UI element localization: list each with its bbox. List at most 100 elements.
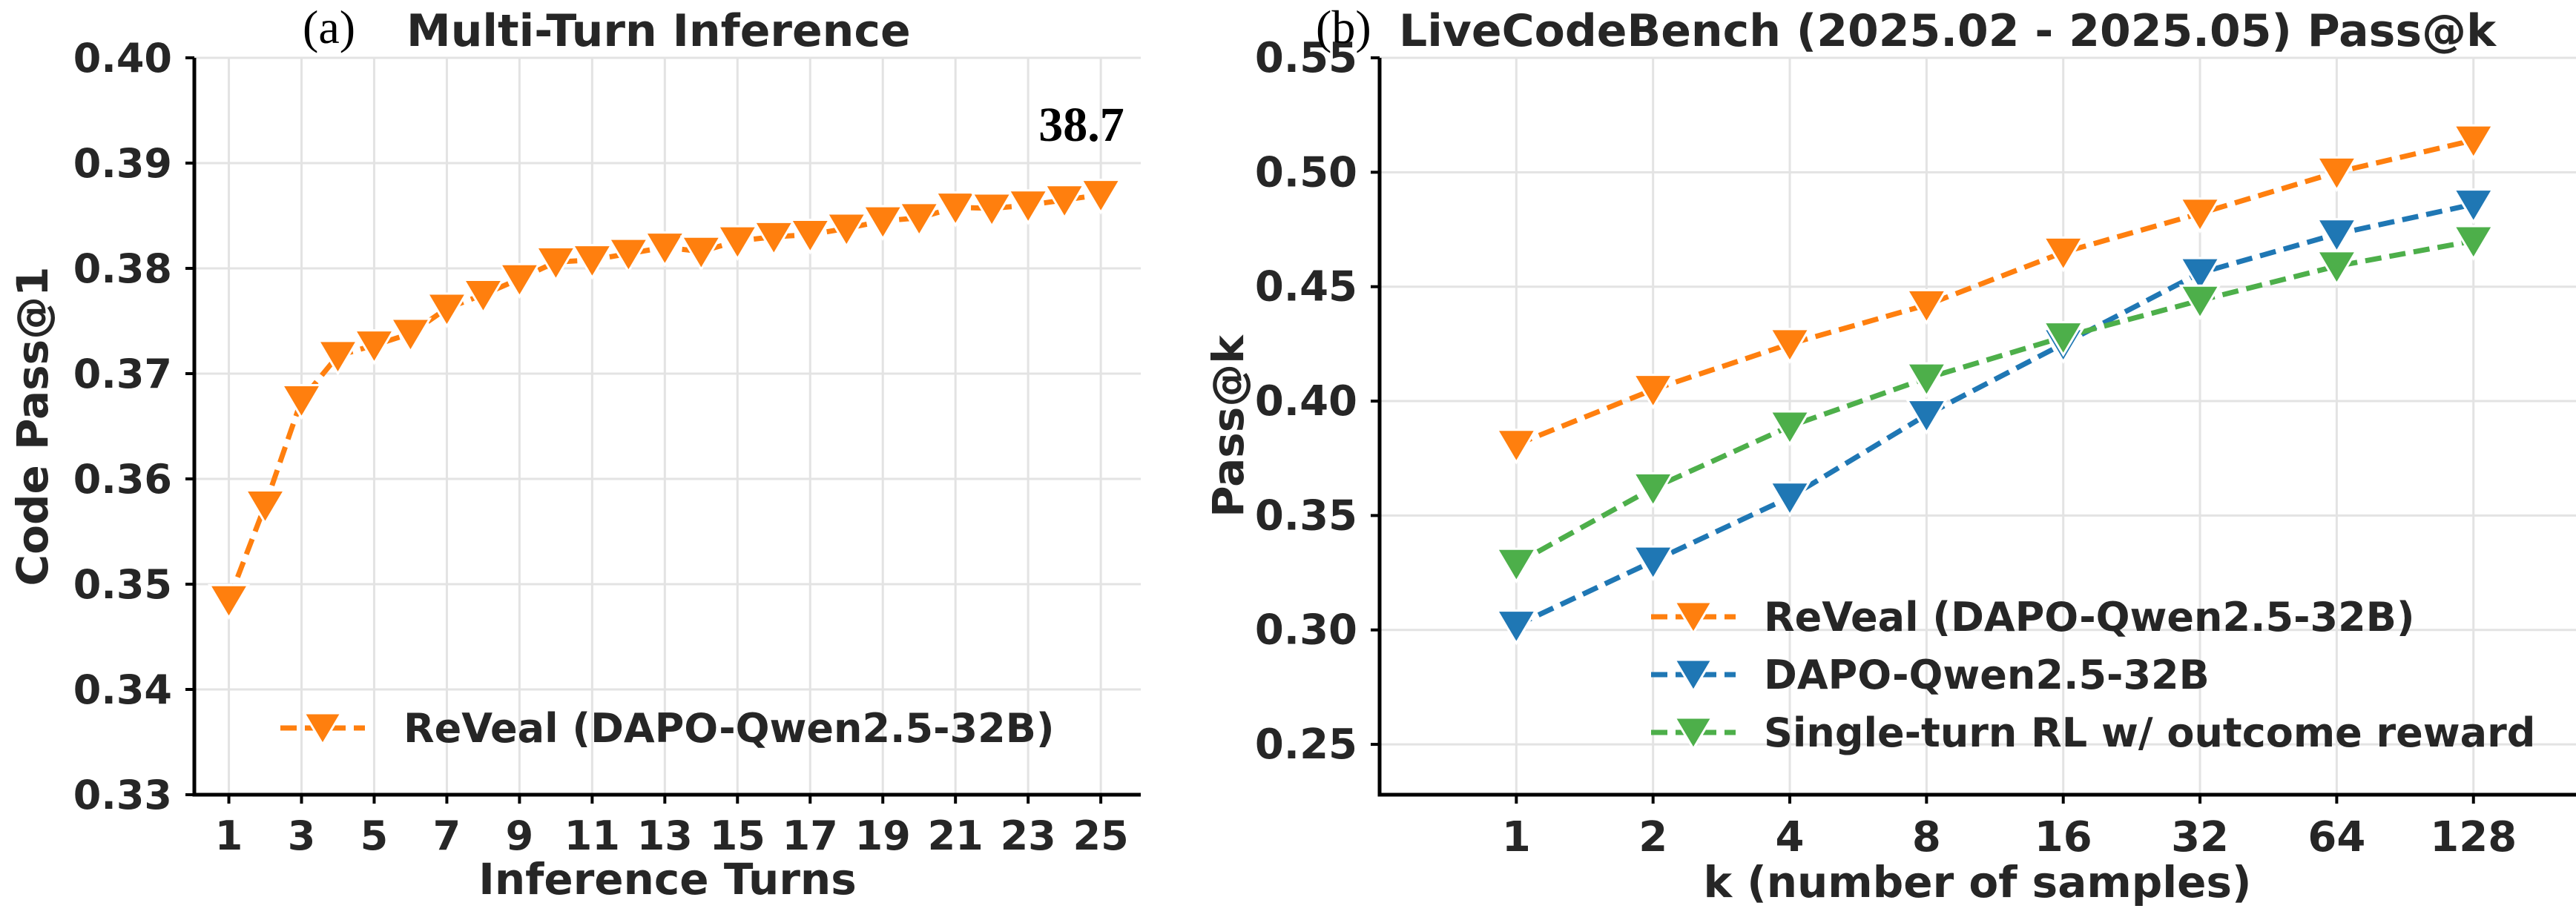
chart-a-point xyxy=(498,262,541,300)
chart-b-series-2-line xyxy=(1515,202,2474,628)
chart-livecodebench-pass-at-k: 1 2 4 8 16 32 64 128 0.25 0.30 0.35 0.40 0.45 0.50 0.5… xyxy=(1203,1,2576,907)
chart-a-point xyxy=(607,237,650,274)
chart-a-xtick-label: 19 xyxy=(855,813,911,859)
chart-a-annotation: 38.7 xyxy=(1038,98,1124,152)
chart-b-ticks: 1 2 4 8 16 32 64 128 0.25 0.30 0.35 0.40 0.45 0.50 0.5… xyxy=(1255,34,2517,861)
chart-b-series-3-point xyxy=(2452,225,2495,261)
chart-b-ytick-label: 0.35 xyxy=(1255,492,1357,540)
chart-a-ytick-label: 0.36 xyxy=(73,456,172,503)
legend-b-series-1-marker xyxy=(1673,600,1714,635)
chart-b-xtick-label: 1 xyxy=(1502,813,1531,861)
chart-a-point xyxy=(570,244,613,280)
chart-b-series-1-point xyxy=(2315,156,2359,193)
legend-a-series-1-marker xyxy=(302,712,343,747)
chart-b-series-1-point xyxy=(1632,374,1675,410)
chart-b-lines xyxy=(1515,137,2474,628)
chart-a-xtick-label: 25 xyxy=(1073,813,1129,859)
chart-a-xtick-label: 23 xyxy=(1001,813,1056,859)
chart-b-axes xyxy=(1377,58,2576,797)
chart-b-series-3-point xyxy=(2042,321,2085,357)
chart-a-xtick-label: 7 xyxy=(433,813,461,859)
legend-b-series-2-marker xyxy=(1673,658,1714,693)
chart-b-xlabel: k (number of samples) xyxy=(1703,857,2251,907)
chart-a-point xyxy=(280,384,323,420)
chart-b-xtick-label: 128 xyxy=(2430,813,2517,861)
chart-a-point xyxy=(1007,189,1050,225)
chart-b-xtick-label: 16 xyxy=(2035,813,2092,861)
chart-a-point xyxy=(352,329,396,365)
chart-a-point xyxy=(1043,184,1086,220)
chart-b-ytick-label: 0.45 xyxy=(1255,263,1357,311)
chart-b-series-3-point xyxy=(1495,547,1538,584)
chart-a-xtick-label: 5 xyxy=(360,813,389,859)
chart-b-series-3-point xyxy=(2178,284,2221,321)
chart-b-series-2-point xyxy=(1768,481,1811,517)
chart-a-point xyxy=(425,292,469,328)
chart-a-legend: ReVeal (DAPO-Qwen2.5-32B) xyxy=(280,705,1055,752)
chart-a-ytick-label: 0.39 xyxy=(73,140,172,187)
chart-a-ytick-label: 0.37 xyxy=(73,351,172,397)
chart-b-series-1-point xyxy=(2178,197,2221,234)
chart-a-xtick-label: 9 xyxy=(506,813,534,859)
chart-a-point xyxy=(461,279,505,315)
chart-b-xtick-label: 64 xyxy=(2307,813,2365,861)
chart-b-series-2-point xyxy=(2178,257,2221,294)
chart-b-series-1-point xyxy=(1768,328,1811,364)
chart-a-point xyxy=(788,219,831,255)
chart-b-series-2-point xyxy=(1632,545,1675,582)
chart-a-xtick-label: 3 xyxy=(288,813,316,859)
chart-b-series-3-point xyxy=(1768,410,1811,446)
chart-a-xtick-label: 15 xyxy=(710,813,765,859)
chart-b-series-3-line xyxy=(1515,238,2474,566)
chart-a-point xyxy=(207,583,251,620)
chart-b-series-2-point xyxy=(2315,218,2359,254)
chart-b-series-2-point xyxy=(1905,399,1948,435)
chart-a-xtick-label: 13 xyxy=(637,813,693,859)
chart-a-point xyxy=(934,191,977,228)
legend-b-series-2-label: DAPO-Qwen2.5-32B xyxy=(1764,652,2210,698)
chart-b-xtick-label: 4 xyxy=(1776,813,1805,861)
chart-a-point xyxy=(897,202,941,238)
chart-a-point xyxy=(316,340,360,376)
chart-a-point xyxy=(752,220,795,257)
chart-a-point xyxy=(1079,179,1122,215)
chart-b-markers xyxy=(1495,124,2495,646)
chart-a-point xyxy=(243,489,287,526)
chart-a-ytick-label: 0.33 xyxy=(73,772,172,818)
chart-a-point xyxy=(970,192,1013,229)
chart-a-ytick-label: 0.34 xyxy=(73,666,172,713)
chart-a-ytick-label: 0.38 xyxy=(73,245,172,292)
chart-a-panel-label: (a) xyxy=(303,1,355,53)
chart-b-series-3-point xyxy=(2315,250,2359,286)
chart-a-xtick-label: 1 xyxy=(215,813,243,859)
chart-b-ytick-label: 0.30 xyxy=(1255,606,1357,655)
legend-b-series-3-label: Single-turn RL w/ outcome reward xyxy=(1764,709,2535,756)
chart-b-series-3-point xyxy=(1632,471,1675,509)
chart-a-xtick-label: 17 xyxy=(783,813,838,859)
chart-a-title: Multi-Turn Inference xyxy=(406,5,911,57)
chart-a-grid xyxy=(194,56,1141,796)
chart-b-series-3-point xyxy=(1905,362,1948,399)
chart-a-point xyxy=(679,235,722,272)
chart-b-xtick-label: 8 xyxy=(1912,813,1941,861)
chart-b-series-1-point xyxy=(1495,428,1538,465)
chart-a-point xyxy=(861,205,904,242)
chart-b-series-1-point xyxy=(2042,236,2085,273)
chart-a-xlabel: Inference Turns xyxy=(478,854,856,904)
chart-a-ylabel: Code Pass@1 xyxy=(7,267,58,586)
chart-b-xtick-label: 2 xyxy=(1638,813,1667,861)
legend-b-series-1-label: ReVeal (DAPO-Qwen2.5-32B) xyxy=(1764,594,2415,641)
chart-multi-turn-inference: 1 3 5 7 9 11 13 15 17 19 21 23 250.330.340.350.360.3… xyxy=(7,1,1141,904)
chart-b-ytick-label: 0.40 xyxy=(1255,377,1357,426)
chart-b-panel-label: (b) xyxy=(1316,1,1371,53)
chart-a-point xyxy=(643,231,686,268)
chart-a-point xyxy=(825,212,868,248)
chart-a-ytick-label: 0.35 xyxy=(73,561,172,608)
chart-b-series-1-point xyxy=(2452,124,2495,161)
chart-a-xtick-label: 21 xyxy=(928,813,984,859)
chart-b-xtick-label: 32 xyxy=(2171,813,2229,861)
chart-a-xtick-label: 11 xyxy=(564,813,620,859)
legend-a-series-1-label: ReVeal (DAPO-Qwen2.5-32B) xyxy=(403,705,1055,752)
chart-b-ytick-label: 0.25 xyxy=(1255,721,1357,769)
